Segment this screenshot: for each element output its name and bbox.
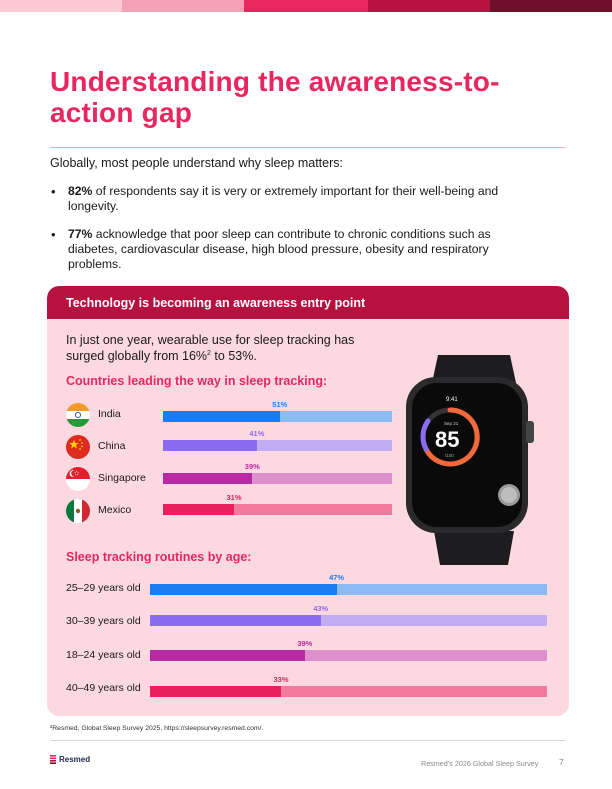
age-label: 18–24 years old xyxy=(66,649,141,661)
bar-track: 33% xyxy=(150,675,547,697)
bullet-item: 77% acknowledge that poor sleep can cont… xyxy=(50,227,520,272)
bar-value-label: 43% xyxy=(313,604,329,613)
smartwatch-image: 9:41 Sep 21 85 /100 xyxy=(398,355,558,565)
country-row-india: India xyxy=(66,403,396,427)
page-title: Understanding the awareness-to-action ga… xyxy=(50,66,500,128)
title-divider xyxy=(50,147,565,148)
panel-lead-text: In just one year, wearable use for sleep… xyxy=(66,332,366,364)
watch-time: 9:41 xyxy=(446,397,458,403)
resmed-logo: Resmed xyxy=(50,755,90,764)
bar-fill xyxy=(163,504,234,515)
page-number: 7 xyxy=(559,757,564,767)
country-row-singapore: Singapore xyxy=(66,467,396,491)
footnote: ²Resmed, Global Sleep Survey 2025, https… xyxy=(50,725,264,732)
brand-name: Resmed xyxy=(59,755,91,764)
singapore-flag-icon xyxy=(66,467,90,491)
bar-value-label: 33% xyxy=(273,675,289,684)
bar-track: 39% xyxy=(150,639,547,661)
india-flag-icon xyxy=(66,403,90,427)
country-label: India xyxy=(98,408,121,420)
resmed-logo-icon xyxy=(50,755,56,764)
bar-value-label: 51% xyxy=(272,400,288,409)
bullet-stat: 82% xyxy=(68,184,93,198)
age-label: 40–49 years old xyxy=(66,682,141,694)
sleep-score-max: /100 xyxy=(445,453,454,458)
country-row-china: China xyxy=(66,435,396,459)
bar-track: 41% xyxy=(163,429,392,451)
bar-track: 39% xyxy=(163,462,392,484)
color-segment xyxy=(0,0,122,12)
footer-divider xyxy=(50,740,565,741)
top-color-bar xyxy=(0,0,612,12)
bar-value-label: 47% xyxy=(329,573,345,582)
color-segment xyxy=(244,0,368,12)
color-segment xyxy=(490,0,612,12)
bar-value-label: 41% xyxy=(249,429,265,438)
mexico-flag-icon xyxy=(66,499,90,523)
country-label: Mexico xyxy=(98,504,132,516)
age-label: 25–29 years old xyxy=(66,582,141,594)
bullet-list: 82% of respondents say it is very or ext… xyxy=(50,184,520,285)
intro-text: Globally, most people understand why sle… xyxy=(50,156,343,170)
bar-track: 43% xyxy=(150,604,547,626)
bullet-item: 82% of respondents say it is very or ext… xyxy=(50,184,520,214)
bar-fill xyxy=(163,411,280,422)
bar-track: 31% xyxy=(163,493,392,515)
footnote-ref: 2 xyxy=(207,349,211,357)
bar-fill xyxy=(150,686,281,697)
bullet-text: acknowledge that poor sleep can contribu… xyxy=(68,227,491,271)
china-flag-icon xyxy=(66,435,90,459)
bar-fill xyxy=(150,584,337,595)
bullet-text: of respondents say it is very or extreme… xyxy=(68,184,499,213)
bar-fill xyxy=(163,440,257,451)
lead-text-part: to 53%. xyxy=(210,349,257,363)
watch-date: Sep 21 xyxy=(444,421,459,426)
bar-fill xyxy=(150,650,305,661)
country-row-mexico: Mexico xyxy=(66,499,396,523)
bar-track: 47% xyxy=(150,573,547,595)
report-name: Resmed’s 2026 Global Sleep Survey xyxy=(421,759,539,768)
bar-fill xyxy=(150,615,321,626)
age-label: 30–39 years old xyxy=(66,615,141,627)
bar-fill xyxy=(163,473,253,484)
bar-value-label: 39% xyxy=(244,462,260,471)
bar-value-label: 31% xyxy=(226,493,242,502)
age-chart-title: Sleep tracking routines by age: xyxy=(66,550,252,564)
lead-text-part: In just one year, wearable use for sleep… xyxy=(66,333,355,363)
bar-track: 51% xyxy=(163,400,392,422)
color-segment xyxy=(368,0,490,12)
sleep-score: 85 xyxy=(435,427,460,452)
country-label: China xyxy=(98,440,126,452)
bullet-stat: 77% xyxy=(68,227,93,241)
countries-chart-title: Countries leading the way in sleep track… xyxy=(66,374,328,388)
panel-header: Technology is becoming an awareness entr… xyxy=(47,286,569,319)
color-segment xyxy=(122,0,244,12)
country-label: Singapore xyxy=(98,472,146,484)
bar-value-label: 39% xyxy=(297,639,313,648)
